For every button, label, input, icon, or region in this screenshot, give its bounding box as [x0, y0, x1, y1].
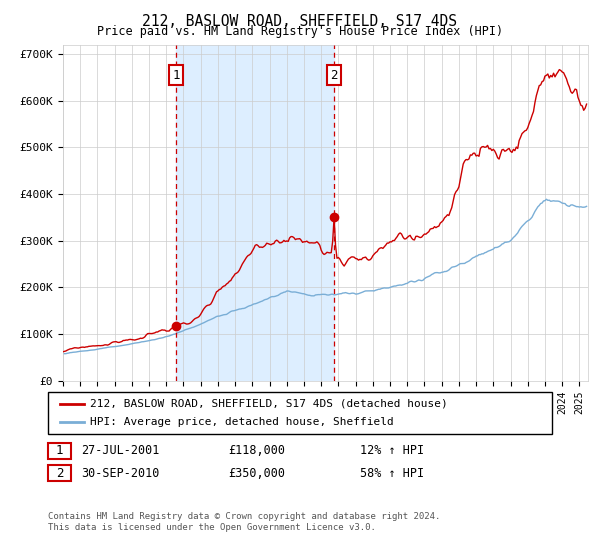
Text: 2: 2 [331, 68, 338, 82]
Text: 212, BASLOW ROAD, SHEFFIELD, S17 4DS: 212, BASLOW ROAD, SHEFFIELD, S17 4DS [143, 14, 458, 29]
Text: 2: 2 [56, 466, 63, 480]
Text: 1: 1 [172, 68, 180, 82]
Text: HPI: Average price, detached house, Sheffield: HPI: Average price, detached house, Shef… [90, 417, 394, 427]
Text: 212, BASLOW ROAD, SHEFFIELD, S17 4DS (detached house): 212, BASLOW ROAD, SHEFFIELD, S17 4DS (de… [90, 399, 448, 409]
Text: Contains HM Land Registry data © Crown copyright and database right 2024.
This d: Contains HM Land Registry data © Crown c… [48, 512, 440, 532]
Text: £350,000: £350,000 [228, 466, 285, 480]
Text: 12% ↑ HPI: 12% ↑ HPI [360, 444, 424, 458]
Text: Price paid vs. HM Land Registry's House Price Index (HPI): Price paid vs. HM Land Registry's House … [97, 25, 503, 38]
Text: 58% ↑ HPI: 58% ↑ HPI [360, 466, 424, 480]
Text: £118,000: £118,000 [228, 444, 285, 458]
Text: 27-JUL-2001: 27-JUL-2001 [81, 444, 160, 458]
Text: 1: 1 [56, 444, 63, 458]
Bar [176, 45, 334, 381]
Text: 30-SEP-2010: 30-SEP-2010 [81, 466, 160, 480]
